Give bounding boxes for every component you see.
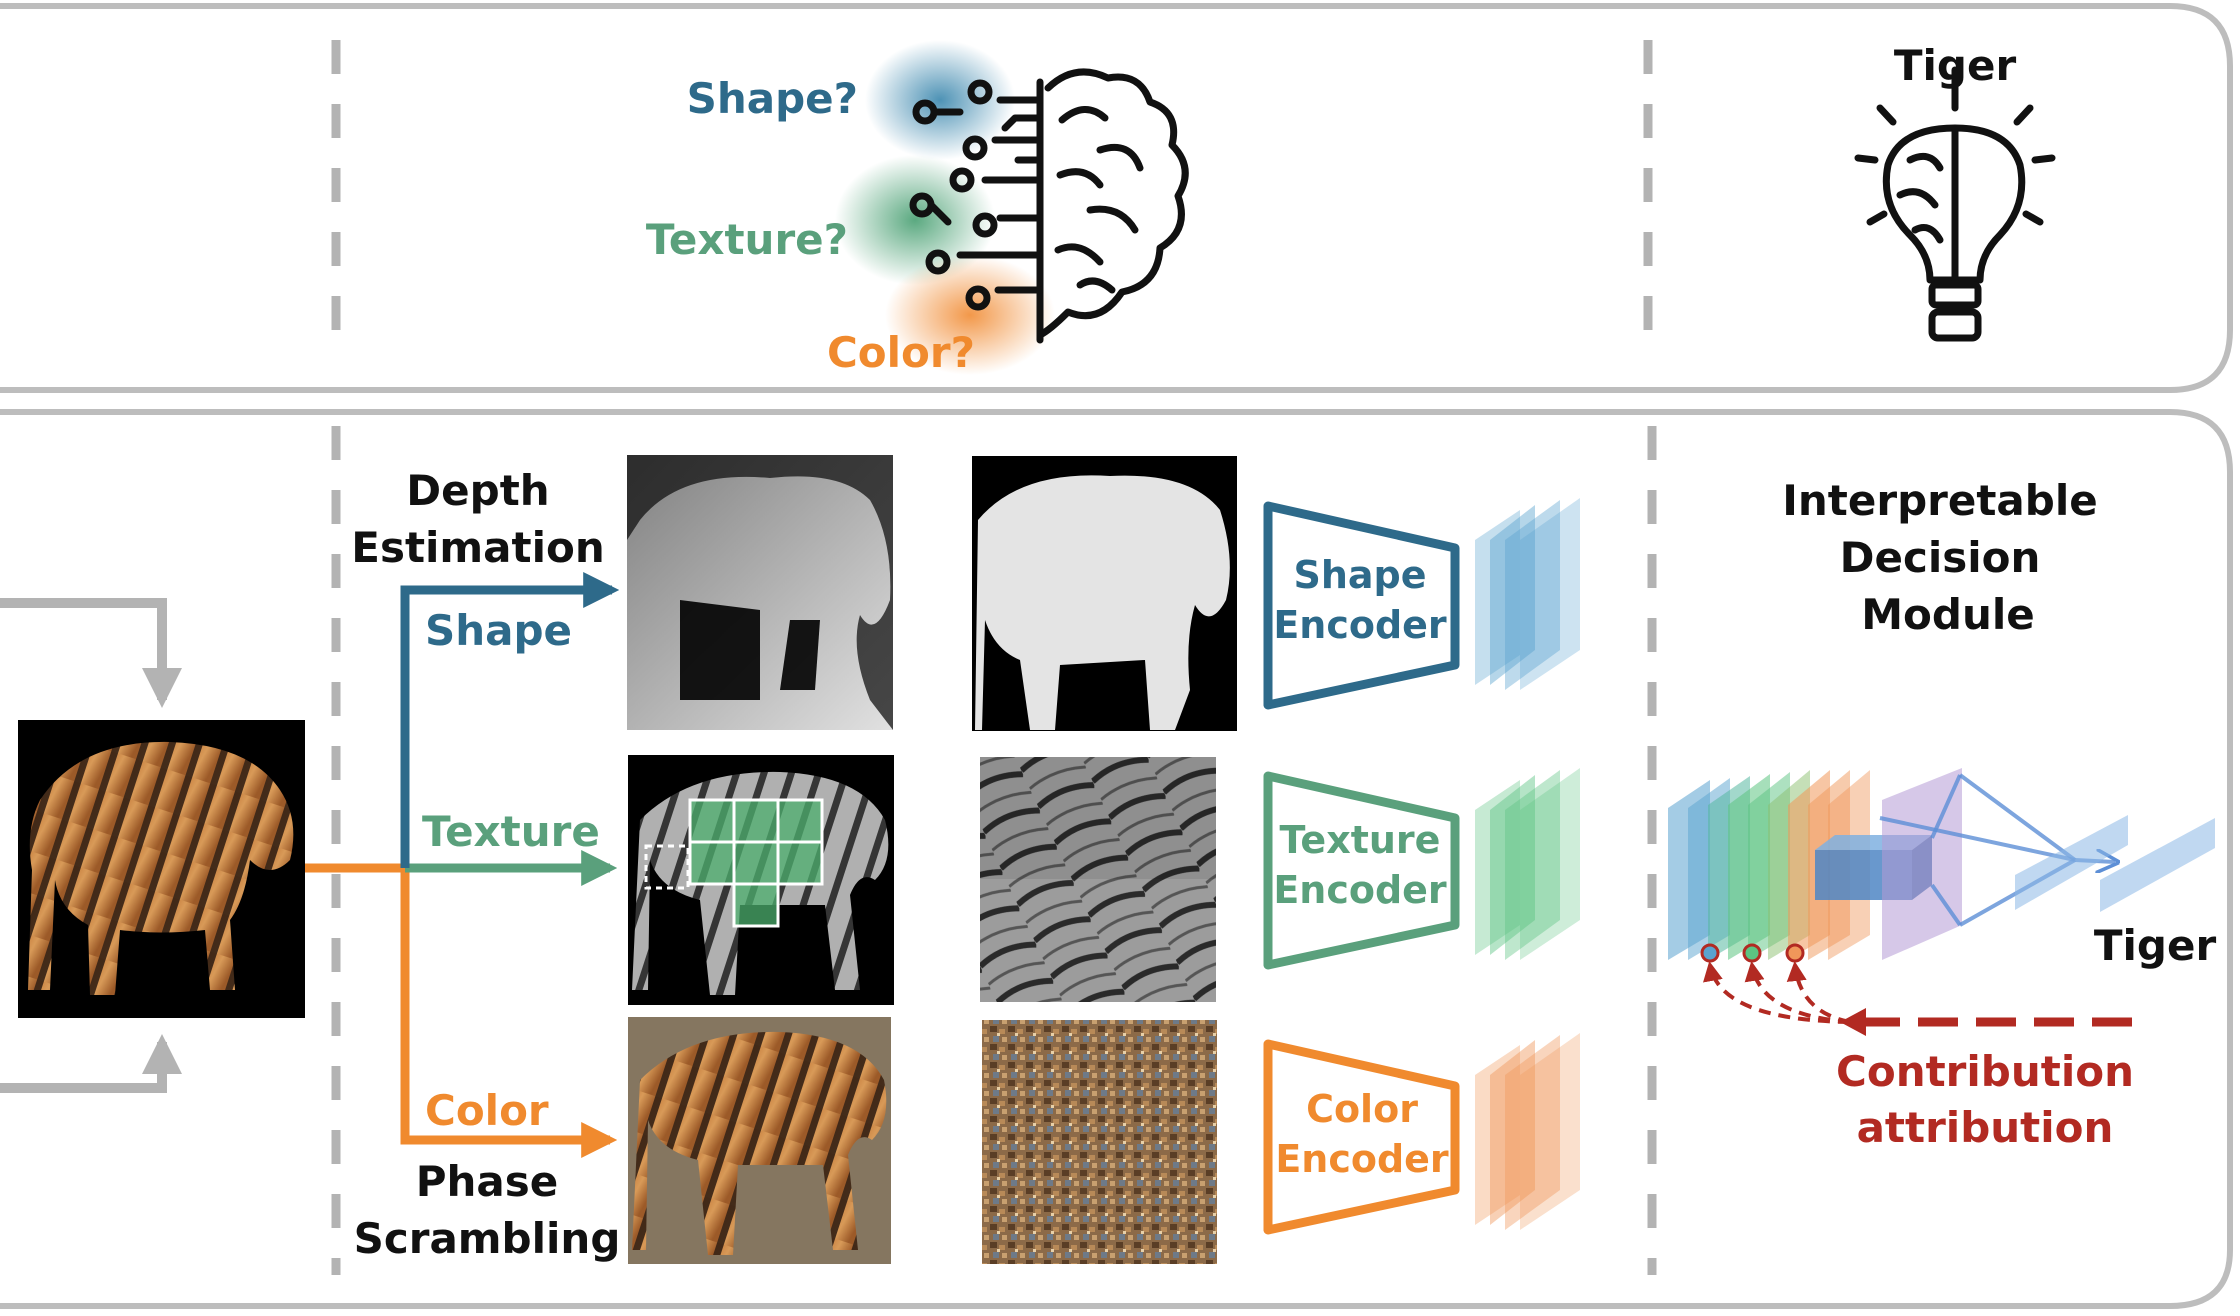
shape-silhouette-image	[972, 456, 1237, 731]
input-feedback-arrows	[0, 598, 182, 1093]
phase-scrambled-tiger-image	[628, 1017, 891, 1264]
dashed-separators	[331, 40, 1657, 1275]
branch-color-label: Color	[425, 1086, 549, 1135]
color-feature-stack	[1475, 1033, 1580, 1230]
depth-estimation-label-2: Estimation	[351, 523, 605, 572]
color-encoder: Color Encoder	[1263, 1039, 1460, 1235]
texture-encoder: Texture Encoder	[1263, 771, 1460, 970]
input-tiger-image	[18, 720, 305, 1018]
texture-question-label: Texture?	[646, 215, 848, 264]
shape-encoder-label-2: Encoder	[1273, 603, 1447, 647]
phase-scrambling-label-1: Phase	[416, 1157, 559, 1206]
depth-map-image	[627, 455, 893, 730]
question-blobs	[835, 40, 1055, 375]
contribution-label-1: Contribution	[1836, 1047, 2134, 1096]
contribution-arrows	[1700, 943, 2132, 1036]
branch-texture-label: Texture	[422, 807, 600, 856]
color-encoder-label-2: Encoder	[1275, 1137, 1449, 1181]
shape-encoder: Shape Encoder	[1263, 501, 1460, 710]
color-question-label: Color?	[827, 328, 975, 377]
shape-encoder-label-1: Shape	[1293, 553, 1426, 597]
texture-crop-image	[980, 757, 1216, 1002]
top-panel	[0, 3, 2233, 393]
branch-shape-label: Shape	[425, 606, 572, 655]
idm-title-1: Interpretable	[1782, 476, 2097, 525]
shape-question-label: Shape?	[687, 74, 858, 123]
bottom-panel	[0, 409, 2233, 1309]
output-tiger-label: Tiger	[2094, 921, 2217, 970]
lightbulb-brain-icon	[1854, 66, 2056, 342]
shape-feature-stack	[1475, 498, 1580, 690]
contribution-label-2: attribution	[1857, 1103, 2114, 1152]
phase-scrambling-label-2: Scrambling	[354, 1214, 621, 1263]
color-encoder-label-1: Color	[1306, 1087, 1418, 1131]
idm-title-2: Decision	[1840, 533, 2041, 582]
texture-encoder-label-2: Encoder	[1273, 868, 1447, 912]
color-noise-image	[982, 1020, 1217, 1264]
idm-title-3: Module	[1861, 590, 2035, 639]
texture-patches-image	[628, 755, 894, 1005]
brain-icon	[909, 68, 1189, 344]
texture-encoder-label-1: Texture	[1280, 818, 1441, 862]
idm-feature-maps	[1668, 768, 2215, 960]
texture-feature-stack	[1475, 768, 1580, 960]
depth-estimation-label-1: Depth	[406, 466, 549, 515]
branch-connectors	[305, 572, 620, 1158]
